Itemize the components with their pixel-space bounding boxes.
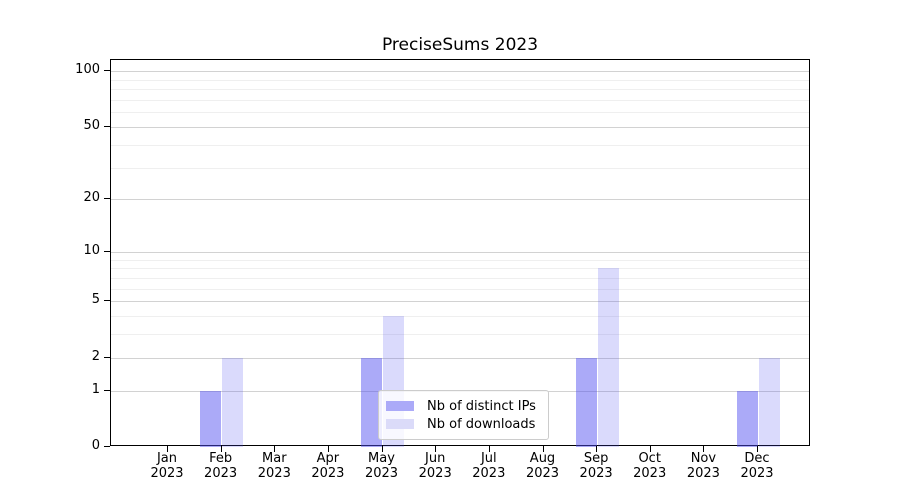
major-gridline [111, 126, 809, 128]
minor-gridline [111, 277, 809, 279]
legend-label: Nb of distinct IPs [427, 398, 536, 414]
x-tick-mark [488, 446, 490, 452]
y-tick-label: 2 [91, 348, 100, 364]
bar-distinct-ips [361, 357, 382, 447]
chart-title: PreciseSums 2023 [381, 35, 539, 55]
x-tick-mark [327, 446, 329, 452]
y-tick-mark [104, 356, 110, 358]
y-tick-label: 100 [75, 62, 100, 78]
minor-gridline [111, 334, 809, 336]
x-tick-label: Jul 2023 [472, 451, 506, 481]
x-tick-label: Jan 2023 [150, 451, 184, 481]
y-tick-mark [104, 389, 110, 391]
minor-gridline [111, 288, 809, 290]
legend-swatch [386, 401, 414, 411]
y-tick-label: 10 [83, 242, 100, 258]
x-tick-mark [381, 446, 383, 452]
x-tick-mark [167, 446, 168, 452]
major-gridline [111, 199, 809, 201]
legend-row: Nb of downloads [386, 415, 540, 433]
x-tick-label: Nov 2023 [686, 451, 720, 481]
x-tick-mark [220, 446, 222, 452]
minor-gridline [111, 259, 809, 261]
x-tick-mark [649, 446, 651, 452]
bar-distinct-ips [575, 357, 597, 447]
y-tick-label: 5 [91, 292, 100, 308]
y-tick-mark [104, 446, 110, 447]
minor-gridline [111, 79, 809, 81]
x-tick-mark [757, 446, 758, 452]
legend: Nb of distinct IPs Nb of downloads [378, 390, 549, 440]
minor-gridline [111, 268, 809, 270]
minor-gridline [111, 144, 809, 146]
y-tick-mark [104, 250, 110, 252]
y-tick-mark [104, 125, 110, 127]
x-tick-label: Aug 2023 [525, 451, 560, 481]
y-tick-label: 20 [83, 190, 100, 206]
minor-gridline [111, 89, 809, 91]
bar-distinct-ips [200, 390, 222, 447]
x-tick-mark [703, 446, 705, 452]
major-gridline [111, 71, 809, 73]
legend-row: Nb of distinct IPs [386, 397, 540, 415]
major-gridline [111, 357, 809, 359]
x-tick-label: Mar 2023 [257, 451, 291, 481]
x-tick-mark [542, 446, 544, 452]
bar-distinct-ips [736, 390, 758, 447]
y-tick-label: 50 [83, 117, 100, 133]
legend-label: Nb of downloads [427, 416, 536, 432]
plot-area: Nb of distinct IPs Nb of downloads [110, 59, 810, 447]
x-tick-mark [435, 446, 437, 452]
x-tick-label: Oct 2023 [633, 451, 667, 481]
y-tick-label: 0 [91, 438, 100, 453]
x-tick-label: Jun 2023 [418, 451, 452, 481]
y-tick-mark [104, 198, 110, 200]
minor-gridline [111, 100, 809, 101]
minor-gridline [111, 167, 809, 169]
x-tick-label: Apr 2023 [311, 451, 345, 481]
legend-swatch [386, 419, 414, 429]
y-tick-mark [104, 70, 110, 72]
x-tick-label: Dec 2023 [740, 451, 774, 481]
major-gridline [111, 301, 809, 303]
x-tick-mark [274, 446, 276, 452]
y-tick-label: 1 [91, 381, 100, 397]
x-tick-label: May 2023 [364, 451, 399, 481]
x-tick-label: Feb 2023 [204, 451, 238, 481]
x-tick-label: Sep 2023 [579, 451, 613, 481]
minor-gridline [111, 112, 809, 114]
bar-downloads [758, 357, 780, 447]
minor-gridline [111, 316, 809, 317]
bar-downloads [222, 357, 244, 447]
x-tick-mark [596, 446, 598, 452]
bar-downloads [597, 268, 619, 447]
major-gridline [111, 251, 809, 253]
y-tick-mark [104, 300, 110, 302]
